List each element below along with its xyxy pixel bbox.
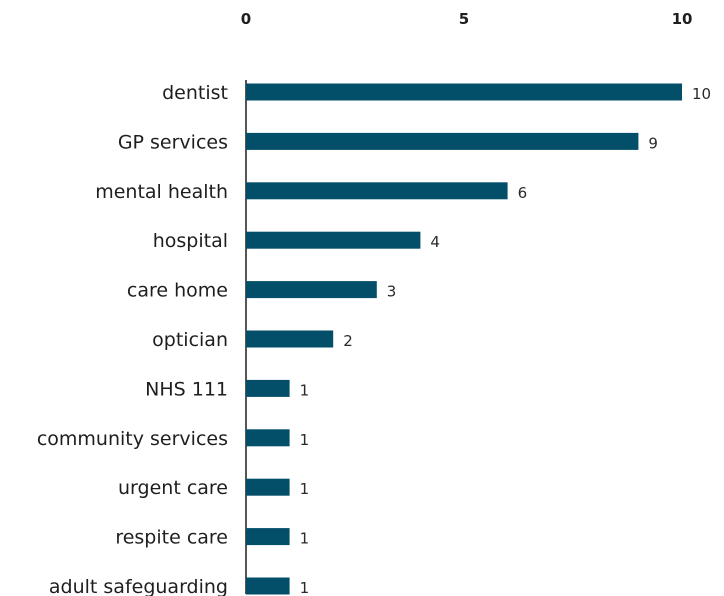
- data-label: 1: [300, 431, 310, 449]
- data-label: 2: [343, 332, 353, 350]
- category-label: community services: [37, 428, 228, 450]
- category-label: NHS 111: [145, 378, 228, 400]
- bar: [246, 231, 421, 249]
- bar: [246, 577, 290, 595]
- data-label: 1: [300, 579, 310, 596]
- x-tick-label: 5: [459, 10, 469, 28]
- bar: [246, 379, 290, 397]
- category-label: urgent care: [118, 477, 228, 499]
- category-labels: dentist GP services mental health hospital c…: [37, 82, 228, 596]
- category-label: hospital: [153, 230, 228, 252]
- category-label: optician: [152, 329, 228, 351]
- bar: [246, 429, 290, 447]
- data-label: 1: [300, 530, 310, 548]
- value-labels: 10 9 6 4 3 2 1 1 1 1 1: [300, 85, 711, 596]
- bar: [246, 528, 290, 546]
- category-label: care home: [127, 280, 228, 302]
- category-label: adult safeguarding: [49, 576, 228, 596]
- bar: [246, 478, 290, 496]
- data-label: 6: [518, 184, 528, 202]
- x-tick-label: 10: [672, 10, 693, 28]
- data-label: 10: [692, 85, 711, 103]
- bar: [246, 83, 682, 101]
- data-label: 4: [430, 233, 440, 251]
- x-tick-label: 0: [241, 10, 251, 28]
- data-label: 1: [300, 381, 310, 399]
- bar: [246, 330, 334, 348]
- category-label: mental health: [95, 181, 228, 203]
- bar: [246, 281, 377, 299]
- bars-group: [246, 83, 682, 595]
- category-label: GP services: [118, 131, 228, 153]
- bar: [246, 182, 508, 200]
- data-label: 3: [387, 283, 397, 301]
- bar: [246, 132, 639, 150]
- category-label: respite care: [115, 527, 228, 549]
- x-axis-ticks: 0 5 10: [241, 10, 693, 28]
- data-label: 9: [648, 134, 658, 152]
- data-label: 1: [300, 480, 310, 498]
- category-label: dentist: [162, 82, 228, 104]
